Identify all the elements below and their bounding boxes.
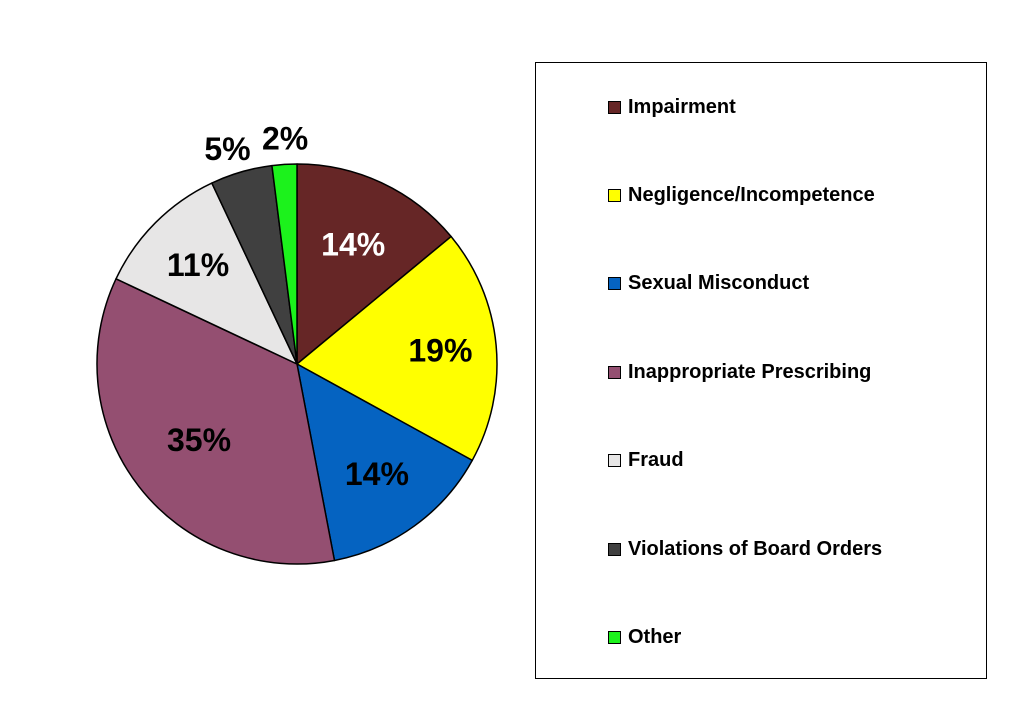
legend-item-inappropriate-prescribing: Inappropriate Prescribing	[608, 360, 871, 384]
data-label: 2%	[262, 120, 308, 156]
pie-slice-other	[271, 163, 298, 365]
legend-item-fraud: Fraud	[608, 448, 684, 472]
legend-label: Fraud	[628, 448, 684, 471]
legend-label: Impairment	[628, 95, 736, 118]
legend-item-violations: Violations of Board Orders	[608, 537, 882, 561]
legend-swatch-other	[608, 630, 621, 644]
legend-swatch-inappropriate-prescribing	[608, 365, 621, 379]
data-label: 19%	[408, 332, 472, 368]
legend-swatch-sexual-misconduct	[608, 276, 621, 290]
data-label: 14%	[321, 227, 385, 263]
data-label: 11%	[167, 247, 229, 283]
legend-item-impairment: Impairment	[608, 95, 736, 119]
legend-label: Violations of Board Orders	[628, 537, 883, 560]
pie-slice-fraud	[115, 182, 298, 365]
pie-slice-negligence-incompetence	[296, 235, 498, 462]
pie-slice-sexual-misconduct	[296, 363, 474, 562]
legend-item-negligence: Negligence/Incompetence	[608, 183, 875, 207]
legend-swatch-fraud	[608, 453, 621, 467]
legend-swatch-negligence	[608, 188, 621, 202]
legend-swatch-impairment	[608, 100, 621, 114]
data-label: 5%	[204, 131, 250, 167]
legend-item-other: Other	[608, 625, 681, 649]
chart-legend: Impairment Negligence/Incompetence Sexua…	[535, 62, 987, 679]
legend-label: Other	[628, 625, 682, 648]
legend-label: Negligence/Incompetence	[628, 183, 875, 206]
legend-label: Inappropriate Prescribing	[628, 360, 872, 383]
pie-slice-impairment	[296, 163, 452, 365]
legend-swatch-violations	[608, 542, 621, 556]
legend-item-sexual-misconduct: Sexual Misconduct	[608, 271, 809, 295]
data-label: 14%	[345, 456, 409, 492]
legend-label: Sexual Misconduct	[628, 271, 810, 294]
pie-chart: 14% 19% 14% 35% 11% 5% 2%	[96, 120, 498, 565]
pie-slice-inappropriate-prescribing	[96, 278, 336, 565]
data-label: 35%	[167, 422, 231, 458]
